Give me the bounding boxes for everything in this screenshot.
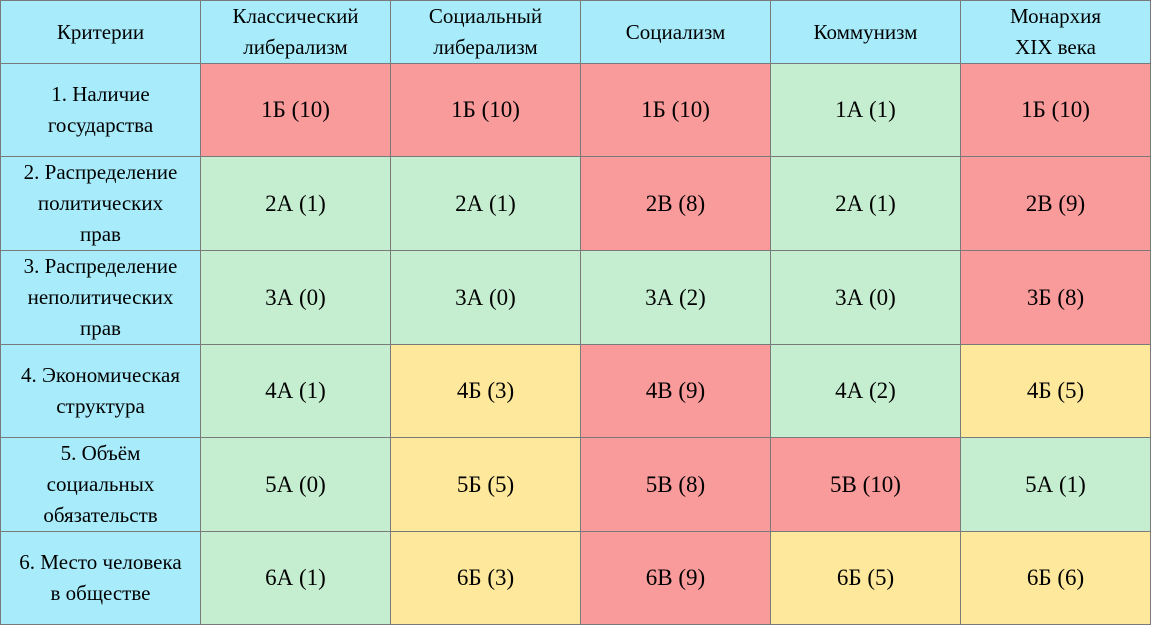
table-row: 3. Распределение неполитических прав 3А (…: [0, 250, 1151, 345]
criterion-cell: 1. Наличие государства: [0, 63, 201, 157]
header-monarchy-19th-century: Монархия XIX века: [960, 0, 1151, 64]
score-cell: 3Б (8): [960, 250, 1151, 345]
table-row: 4. Экономическая структура 4А (1) 4Б (3) 4В…: [0, 344, 1151, 438]
score-cell: 3А (2): [580, 250, 771, 345]
score-cell: 3А (0): [200, 250, 391, 345]
score-cell: 2А (1): [770, 156, 961, 251]
score-cell: 1Б (10): [960, 63, 1151, 157]
header-social-liberalism: Социальный либерализм: [390, 0, 581, 64]
score-cell: 5А (1): [960, 437, 1151, 532]
criterion-cell: 4. Экономическая структура: [0, 344, 201, 438]
score-cell: 2В (9): [960, 156, 1151, 251]
score-cell: 6Б (6): [960, 531, 1151, 625]
score-cell: 4Б (3): [390, 344, 581, 438]
score-cell: 5В (10): [770, 437, 961, 532]
score-cell: 1А (1): [770, 63, 961, 157]
score-cell: 3А (0): [770, 250, 961, 345]
criterion-cell: 5. Объём социальных обязательств: [0, 437, 201, 532]
score-cell: 5В (8): [580, 437, 771, 532]
header-row: Критерии Классический либерализм Социаль…: [0, 0, 1151, 64]
table-row: 1. Наличие государства 1Б (10) 1Б (10) 1Б (…: [0, 63, 1151, 157]
score-cell: 5Б (5): [390, 437, 581, 532]
table-row: 6. Место человека в обществе 6А (1) 6Б (3)…: [0, 531, 1151, 625]
header-criteria: Критерии: [0, 0, 201, 64]
header-classical-liberalism: Классический либерализм: [200, 0, 391, 64]
header-communism: Коммунизм: [770, 0, 961, 64]
criterion-cell: 3. Распределение неполитических прав: [0, 250, 201, 345]
score-cell: 6А (1): [200, 531, 391, 625]
score-cell: 4А (2): [770, 344, 961, 438]
score-cell: 2А (1): [390, 156, 581, 251]
score-cell: 1Б (10): [390, 63, 581, 157]
table-body: 1. Наличие государства 1Б (10) 1Б (10) 1Б (…: [0, 63, 1151, 625]
criterion-cell: 6. Место человека в обществе: [0, 531, 201, 625]
criterion-cell: 2. Распределение политических прав: [0, 156, 201, 251]
score-cell: 2А (1): [200, 156, 391, 251]
table-row: 5. Объём социальных обязательств 5А (0) 5Б…: [0, 437, 1151, 532]
score-cell: 1Б (10): [200, 63, 391, 157]
header-socialism: Социализм: [580, 0, 771, 64]
score-cell: 4Б (5): [960, 344, 1151, 438]
score-cell: 6Б (5): [770, 531, 961, 625]
score-cell: 3А (0): [390, 250, 581, 345]
score-cell: 6В (9): [580, 531, 771, 625]
score-cell: 5А (0): [200, 437, 391, 532]
table-row: 2. Распределение политических прав 2А (1)…: [0, 156, 1151, 251]
score-cell: 4В (9): [580, 344, 771, 438]
score-cell: 2В (8): [580, 156, 771, 251]
score-cell: 4А (1): [200, 344, 391, 438]
score-cell: 1Б (10): [580, 63, 771, 157]
score-cell: 6Б (3): [390, 531, 581, 625]
